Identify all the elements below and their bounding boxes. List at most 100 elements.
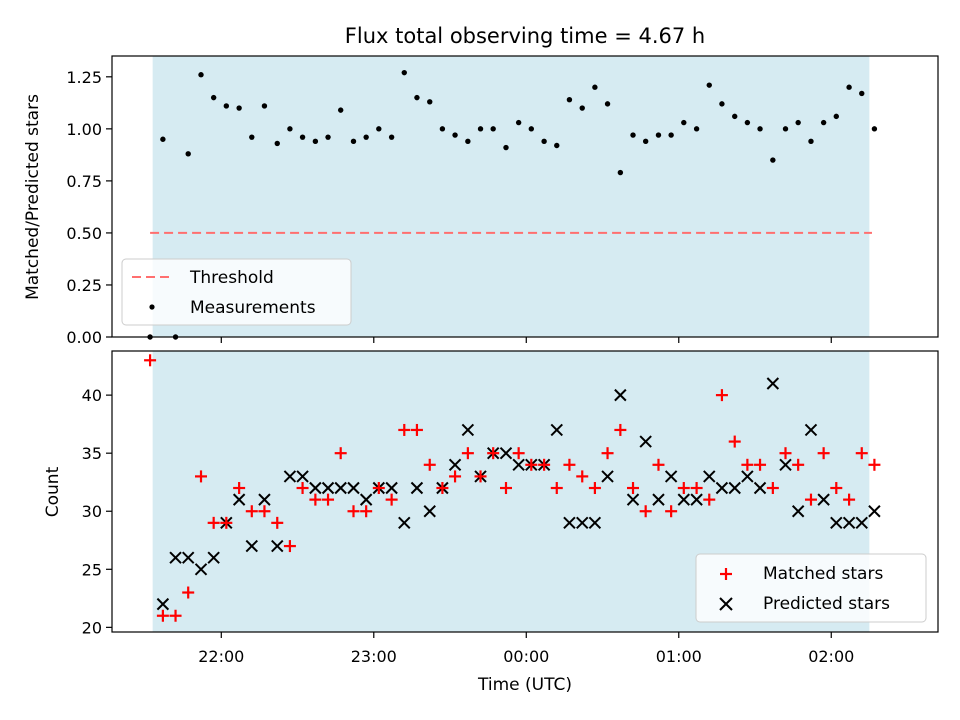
x-axis-label: Time (UTC) bbox=[477, 675, 572, 695]
predicted-star-marker bbox=[283, 470, 297, 483]
bottom-x-tick-label: 01:00 bbox=[656, 647, 702, 666]
measurement-point bbox=[642, 138, 649, 145]
predicted-star-marker bbox=[639, 435, 652, 448]
measurement-point bbox=[782, 126, 789, 132]
predicted-star-marker bbox=[359, 493, 373, 506]
measurement-point bbox=[477, 126, 484, 132]
predicted-star-marker bbox=[181, 551, 195, 564]
bottom-y-tick-label: 25 bbox=[82, 560, 102, 579]
predicted-star-marker bbox=[423, 505, 436, 518]
measurement-point bbox=[236, 105, 242, 111]
measurement-point bbox=[871, 126, 878, 132]
matched-star-marker bbox=[627, 482, 640, 495]
matched-star-marker bbox=[271, 516, 284, 529]
measurement-point bbox=[528, 126, 535, 132]
top-legend: Threshold Measurements bbox=[121, 258, 352, 326]
matched-star-marker bbox=[703, 493, 716, 506]
bottom-y-axis-label: Count bbox=[43, 466, 63, 517]
bottom-panel: 20 25 30 35 40 22:00 23:00 00:00 01:00 02:00 Cou… bbox=[43, 350, 939, 695]
measurement-point bbox=[757, 126, 763, 132]
predicted-star-marker bbox=[550, 423, 563, 437]
measurement-point bbox=[820, 119, 827, 126]
measurement-point bbox=[668, 132, 674, 138]
measurement-point bbox=[350, 138, 357, 145]
measurement-point bbox=[401, 69, 407, 76]
measurement-point bbox=[439, 126, 446, 132]
legend-threshold-label: Threshold bbox=[189, 268, 274, 288]
measurement-point bbox=[592, 84, 598, 90]
matched-star-marker bbox=[766, 482, 779, 495]
legend-matched-swatch bbox=[720, 568, 732, 580]
measurement-point bbox=[427, 99, 433, 105]
measurement-point bbox=[604, 101, 611, 107]
bottom-y-tick-label: 35 bbox=[82, 444, 102, 463]
predicted-star-marker bbox=[626, 493, 640, 506]
matched-star-marker bbox=[487, 447, 500, 460]
predicted-star-marker bbox=[156, 597, 170, 611]
matched-star-marker bbox=[461, 447, 474, 460]
measurement-point bbox=[681, 119, 687, 126]
bottom-x-tick-label: 22:00 bbox=[198, 647, 244, 666]
measurement-point bbox=[465, 138, 471, 145]
measurement-points bbox=[147, 69, 878, 340]
measurement-point bbox=[744, 119, 751, 126]
matched-star-marker bbox=[779, 447, 792, 460]
matched-star-marker bbox=[550, 482, 563, 495]
matched-star-marker bbox=[245, 505, 258, 518]
matched-star-marker bbox=[347, 505, 360, 518]
bottom-y-ticks: 20 25 30 35 40 bbox=[82, 386, 112, 637]
top-plot-frame bbox=[111, 55, 939, 338]
measurement-point bbox=[249, 134, 255, 140]
measurement-point bbox=[655, 132, 662, 138]
measurement-point bbox=[566, 97, 573, 103]
predicted-star-marker bbox=[347, 481, 360, 495]
top-panel: 0.00 0.25 0.50 0.75 1.00 1.25 Flux total obse… bbox=[23, 24, 939, 347]
predicted-star-marker bbox=[232, 493, 246, 506]
matched-star-marker bbox=[182, 586, 195, 599]
measurement-point bbox=[515, 119, 522, 126]
bottom-x-ticks: 22:00 23:00 00:00 01:00 02:00 bbox=[198, 632, 854, 666]
matched-star-marker bbox=[144, 354, 157, 367]
measurement-point bbox=[388, 134, 395, 140]
legend-measurement-swatch bbox=[149, 304, 155, 310]
matched-star-marker bbox=[576, 470, 589, 483]
predicted-star-marker bbox=[398, 516, 411, 530]
predicted-star-marker bbox=[588, 516, 602, 530]
matched-star-marker bbox=[525, 458, 538, 471]
bottom-x-tick-label: 00:00 bbox=[503, 647, 549, 666]
matched-star-marker bbox=[639, 505, 652, 518]
measurement-point bbox=[693, 126, 700, 132]
top-y-axis-label: Matched/Predicted stars bbox=[23, 94, 43, 300]
matched-star-marker bbox=[830, 482, 843, 495]
matched-star-marker bbox=[588, 482, 601, 495]
bottom-legend-box bbox=[695, 553, 927, 623]
measurement-point bbox=[274, 140, 280, 147]
top-y-tick-label: 0.50 bbox=[66, 224, 102, 243]
matched-star-marker bbox=[156, 609, 169, 622]
measurement-point bbox=[312, 138, 319, 145]
matched-star-marker bbox=[512, 447, 525, 460]
matched-star-marker bbox=[499, 482, 512, 495]
predicted-star-marker bbox=[258, 493, 271, 506]
top-y-tick-label: 0.00 bbox=[66, 328, 102, 347]
predicted-star-marker bbox=[601, 470, 614, 483]
top-y-ticks: 0.00 0.25 0.50 0.75 1.00 1.25 bbox=[66, 68, 112, 347]
predicted-star-marker bbox=[741, 470, 754, 483]
measurement-point bbox=[210, 94, 217, 101]
matched-star-marker bbox=[322, 493, 335, 506]
predicted-star-marker bbox=[652, 493, 665, 506]
matched-star-marker bbox=[843, 493, 856, 506]
top-y-tick-label: 0.75 bbox=[66, 172, 102, 191]
matched-star-marker bbox=[601, 447, 614, 460]
measurement-point bbox=[630, 132, 636, 138]
predicted-star-marker bbox=[385, 481, 398, 495]
measurement-point bbox=[846, 84, 852, 90]
matched-star-marker bbox=[665, 505, 678, 518]
predicted-star-marker bbox=[766, 377, 780, 390]
predicted-star-marker bbox=[563, 516, 576, 530]
measurement-point bbox=[185, 151, 191, 157]
matched-star-marker bbox=[652, 458, 665, 471]
predicted-star-marker bbox=[690, 493, 703, 506]
